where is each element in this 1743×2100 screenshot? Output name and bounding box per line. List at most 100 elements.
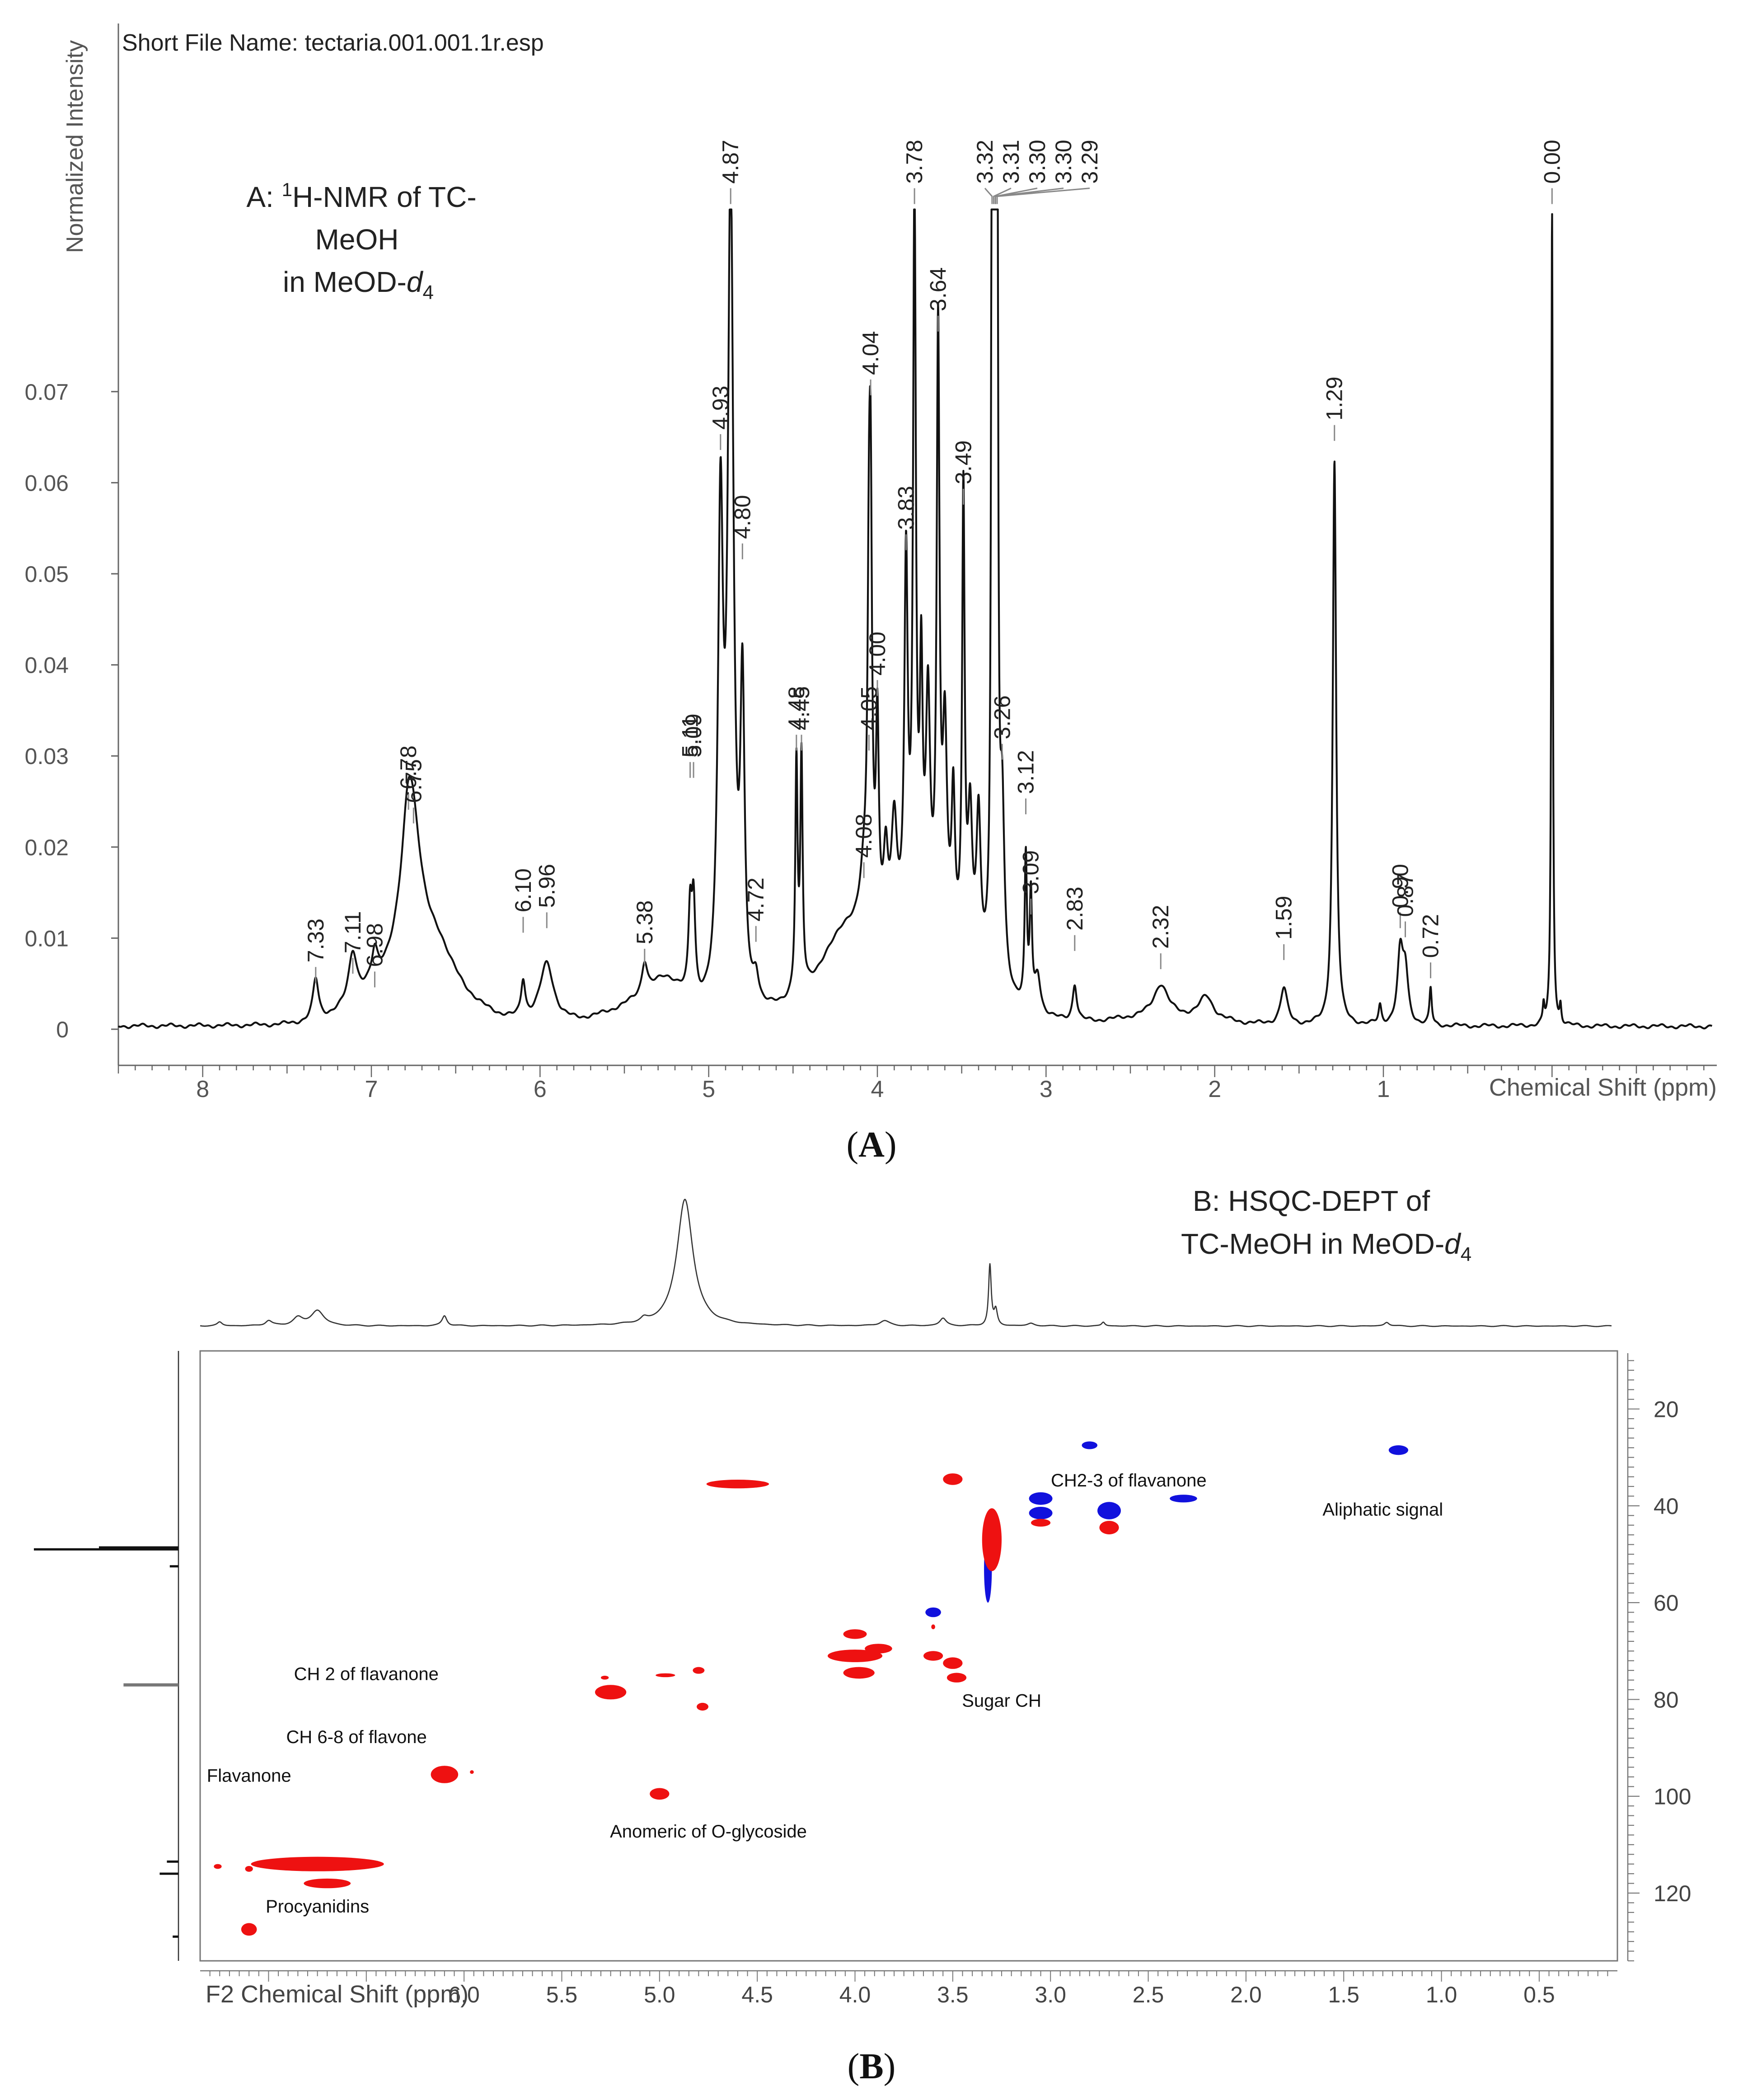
f1-tick-label: 100 <box>1654 1784 1691 1809</box>
peak-annotation: 6.75 <box>401 759 426 824</box>
annotation-label: 1.29 <box>1322 376 1347 420</box>
f2-tick-label: 1.5 <box>1328 1982 1359 2007</box>
panel-label-a: (A) <box>846 1125 896 1165</box>
annotation-leader <box>993 188 1012 204</box>
peak-annotation: 3.31 <box>993 140 1024 204</box>
peak-annotations: 7.33 7.116.98 6.786.75 6.105.96 5.38 5.115.09… <box>303 140 1565 988</box>
y-axis-label: Normalized Intensity <box>62 40 88 253</box>
peak-annotation: 1.59 <box>1271 896 1297 960</box>
x-tick-label: 4 <box>871 1076 884 1102</box>
peak-annotation: 3.30 <box>994 140 1050 204</box>
cross-peak-negative <box>1170 1495 1197 1503</box>
cross-peak-positive <box>982 1508 1002 1571</box>
annotation-label: 4.08 <box>851 814 876 858</box>
panel-label-b: (B) <box>848 2047 896 2086</box>
annotation-label: 5.11 <box>678 715 703 758</box>
annotation-label: 6.98 <box>362 923 387 967</box>
peak-annotation: 3.09 <box>1018 850 1044 915</box>
annotation-leader <box>996 188 1090 204</box>
y-tick-label: 0.03 <box>25 744 69 769</box>
cross-peak-positive <box>931 1624 935 1630</box>
f2-tick-label: 4.5 <box>741 1982 773 2007</box>
peak-annotation: 4.45 <box>789 686 814 751</box>
cross-peak-positive <box>943 1473 963 1485</box>
panel-b-title: B: HSQC-DEPT of TC-MeOH in MeOD-d4 <box>1181 1185 1471 1266</box>
peak-annotation: 6.98 <box>362 923 387 988</box>
peak-annotation: 6.78 <box>396 745 421 810</box>
peak-annotation: 2.83 <box>1062 886 1087 951</box>
annotation-label: 5.09 <box>681 713 706 757</box>
cross-peak-positive <box>650 1788 670 1800</box>
cross-peak-positive <box>245 1866 253 1872</box>
peak-annotation: 0.87 <box>1393 873 1418 938</box>
hsqc-plot-frame <box>199 1350 1618 1962</box>
cross-peak-negative <box>1029 1507 1053 1519</box>
cross-peak-positive <box>304 1878 351 1889</box>
cross-peak-positive <box>697 1702 708 1711</box>
f2-tick-label: 2.0 <box>1230 1982 1262 2007</box>
cross-peak-positive <box>843 1629 867 1639</box>
annotation-label: 4.72 <box>743 877 768 921</box>
annotation-label: 0.90 <box>1387 864 1413 908</box>
nmr-spectrum-line <box>117 208 1713 1030</box>
annotation-label: 4.45 <box>789 686 814 730</box>
peak-annotation: 3.32 <box>972 140 998 204</box>
cross-peak-negative <box>1097 1502 1121 1519</box>
cross-peak-positive <box>706 1480 769 1489</box>
peak-annotation: 5.38 <box>632 900 657 965</box>
x-tick-label: 8 <box>196 1076 209 1102</box>
peak-annotation: 4.48 <box>784 686 809 751</box>
svg-text:A: 1H-NMR of TC-: A: 1H-NMR of TC- <box>246 179 476 213</box>
peak-annotation: 5.96 <box>534 864 559 928</box>
annotation-label: 0.87 <box>1393 873 1418 917</box>
hsqc-annotation-label: CH2-3 of flavanone <box>1051 1471 1207 1491</box>
f1-tick-label: 80 <box>1654 1687 1679 1712</box>
annotation-label: 4.04 <box>858 331 883 375</box>
hsqc-cross-peaks <box>214 1441 1409 1936</box>
f2-tick-label: 5.5 <box>546 1982 578 2007</box>
peak-annotation: 3.78 <box>902 140 927 204</box>
peak-annotation: 3.30 <box>994 140 1076 204</box>
cross-peak-positive <box>943 1657 963 1669</box>
peak-annotation: 2.32 <box>1148 905 1173 970</box>
panel-a-title: A: 1H-NMR of TC- MeOH in MeOD-d4 <box>246 179 476 304</box>
f1-projection-spectrum <box>34 1351 179 1961</box>
peak-annotation: 7.33 <box>303 919 328 983</box>
annotation-leader <box>994 188 1064 204</box>
annotation-label: 2.83 <box>1062 886 1087 930</box>
annotation-label: 6.10 <box>511 868 536 912</box>
f1-tick-label: 40 <box>1654 1494 1679 1519</box>
peak-annotation: 0.90 <box>1387 864 1413 928</box>
y-tick-label: 0 <box>56 1017 69 1042</box>
cross-peak-positive <box>693 1667 705 1674</box>
hsqc-annotation-label: CH 2 of flavanone <box>294 1664 439 1684</box>
panel-b-hsqc: B: HSQC-DEPT of TC-MeOH in MeOD-d4 20 40 6… <box>34 1185 1691 2086</box>
peak-annotation: 1.29 <box>1322 376 1347 441</box>
peak-annotation: 6.10 <box>511 868 536 933</box>
cross-peak-positive <box>470 1770 474 1774</box>
file-name-label: Short File Name: tectaria.001.001.1r.esp <box>122 30 544 56</box>
annotation-label: 3.64 <box>925 267 951 311</box>
peak-annotation: 0.72 <box>1418 914 1443 979</box>
cross-peak-positive <box>865 1644 892 1654</box>
peak-annotation: 3.12 <box>1013 750 1039 815</box>
annotation-label: 3.49 <box>951 441 976 484</box>
annotation-label: 4.93 <box>708 386 733 430</box>
cross-peak-positive <box>431 1766 459 1783</box>
annotation-label: 4.00 <box>865 632 890 675</box>
peak-annotation: 4.72 <box>743 877 768 942</box>
f2-projection-spectrum <box>200 1199 1612 1327</box>
x-tick-label: 7 <box>365 1076 378 1102</box>
f2-tick-label: 6.0 <box>448 1982 480 2007</box>
x-tick-label: 2 <box>1208 1076 1221 1102</box>
annotation-label: 3.83 <box>893 486 918 530</box>
cross-peak-positive <box>601 1675 609 1680</box>
hsqc-annotation-label: Procyanidins <box>266 1897 369 1917</box>
annotation-leader <box>984 188 993 204</box>
annotation-label: 2.32 <box>1148 905 1173 949</box>
f2-axis-label: F2 Chemical Shift (ppm) <box>206 1981 469 2008</box>
y-tick-label: 0.07 <box>25 380 69 405</box>
cross-peak-negative <box>925 1607 941 1617</box>
annotation-label: 4.80 <box>730 495 755 539</box>
